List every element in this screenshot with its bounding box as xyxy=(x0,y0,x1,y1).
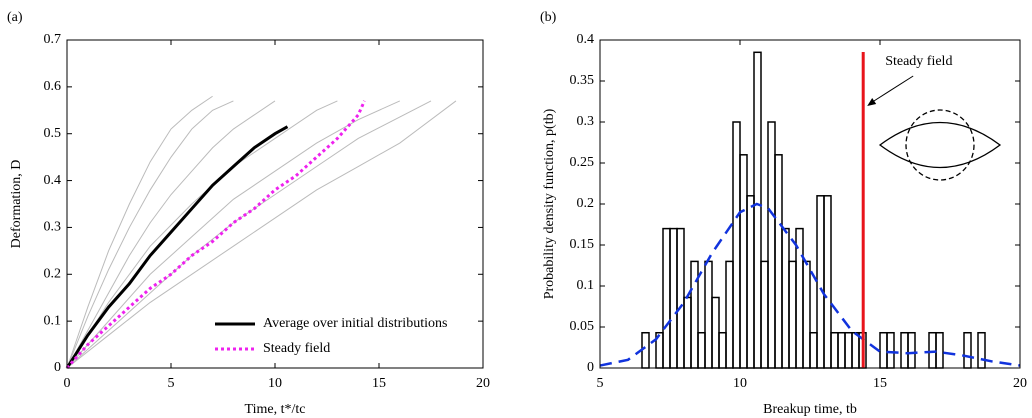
x-tick-label: 15 xyxy=(372,376,386,391)
legend-label: Steady field xyxy=(263,341,330,356)
histogram-bar xyxy=(732,121,741,369)
y-tick-label: 0.7 xyxy=(44,32,62,47)
plot-frame xyxy=(599,39,1021,369)
histogram-bar xyxy=(697,331,706,369)
histogram-bar xyxy=(802,260,811,369)
data-line xyxy=(66,100,234,369)
histogram-bar xyxy=(809,331,818,369)
histogram-bar xyxy=(767,121,776,369)
arrow-head xyxy=(867,98,877,106)
histogram-bar xyxy=(788,260,797,369)
y-tick-label: 0.3 xyxy=(577,114,595,129)
histogram-bar xyxy=(977,331,986,369)
x-axis-label: Time, t*/tc xyxy=(245,402,306,417)
histogram-bar xyxy=(851,331,860,369)
histogram-bar xyxy=(725,260,734,369)
y-tick-label: 0.35 xyxy=(570,73,595,88)
y-tick-label: 0 xyxy=(54,360,61,375)
y-tick-label: 0.3 xyxy=(44,220,62,235)
x-axis-label: Breakup time, tb xyxy=(763,402,857,417)
data-line xyxy=(66,100,432,369)
annotation-arrow xyxy=(868,75,914,105)
histogram-bar xyxy=(830,331,839,369)
shape-icon xyxy=(878,109,1002,181)
legend-label: Average over initial distributions xyxy=(263,316,447,331)
data-line xyxy=(65,100,366,369)
panel-label: (b) xyxy=(540,10,557,25)
data-line xyxy=(65,125,289,369)
histogram-bar xyxy=(823,195,832,369)
histogram-bar xyxy=(739,154,748,369)
y-tick-label: 0 xyxy=(587,360,594,375)
data-line xyxy=(66,100,401,369)
histogram-bar xyxy=(781,227,790,369)
histogram-bar xyxy=(711,296,720,369)
histogram-bar xyxy=(718,331,727,369)
histogram-bar xyxy=(963,331,972,369)
dashed-circle xyxy=(905,109,975,181)
histogram-bar xyxy=(662,227,671,369)
histogram-bar xyxy=(704,260,713,369)
histogram-bar xyxy=(795,227,804,369)
histogram-bar xyxy=(669,227,678,369)
y-tick-label: 0.4 xyxy=(577,32,595,47)
y-axis-label: Probability density function, p(tb) xyxy=(542,108,557,299)
x-tick-label: 10 xyxy=(733,376,747,391)
x-tick-label: 10 xyxy=(268,376,282,391)
histogram-bar xyxy=(837,331,846,369)
y-tick-label: 0.25 xyxy=(570,155,595,170)
histogram-bar xyxy=(676,227,685,369)
panel-label: (a) xyxy=(7,10,23,25)
x-tick-label: 15 xyxy=(873,376,887,391)
histogram-bar xyxy=(928,331,937,369)
histogram-bar xyxy=(886,331,895,369)
y-tick-label: 0.2 xyxy=(44,267,62,282)
y-tick-label: 0.05 xyxy=(570,319,595,334)
histogram-bar xyxy=(935,331,944,369)
data-line xyxy=(66,100,276,369)
data-line xyxy=(66,95,213,369)
x-tick-label: 20 xyxy=(1013,376,1027,391)
histogram-bar xyxy=(900,331,909,369)
histogram-bar xyxy=(760,260,769,369)
y-tick-label: 0.1 xyxy=(44,313,62,328)
y-tick-label: 0.6 xyxy=(44,79,62,94)
data-line xyxy=(599,202,1021,367)
x-tick-label: 20 xyxy=(476,376,490,391)
y-tick-label: 0.5 xyxy=(44,126,62,141)
lens-shape xyxy=(878,121,1002,169)
y-tick-label: 0.15 xyxy=(570,237,595,252)
histogram-bar xyxy=(641,331,650,369)
y-tick-label: 0.2 xyxy=(577,196,595,211)
x-tick-label: 5 xyxy=(168,376,175,391)
annotation: Steady field xyxy=(885,54,952,69)
histogram-bar xyxy=(753,51,762,369)
plot-frame xyxy=(66,39,484,369)
x-tick-label: 0 xyxy=(64,376,71,391)
x-tick-label: 5 xyxy=(597,376,604,391)
histogram-bar xyxy=(907,331,916,369)
y-axis-label: Deformation, D xyxy=(9,160,24,249)
y-tick-label: 0.4 xyxy=(44,173,62,188)
histogram-bar xyxy=(816,195,825,369)
histogram-bar xyxy=(746,195,755,369)
histogram-bar xyxy=(844,331,853,369)
histogram-bar xyxy=(683,296,692,369)
histogram-bar xyxy=(774,154,783,369)
histogram-bar xyxy=(879,331,888,369)
data-line xyxy=(66,100,457,369)
y-tick-label: 0.1 xyxy=(577,278,595,293)
